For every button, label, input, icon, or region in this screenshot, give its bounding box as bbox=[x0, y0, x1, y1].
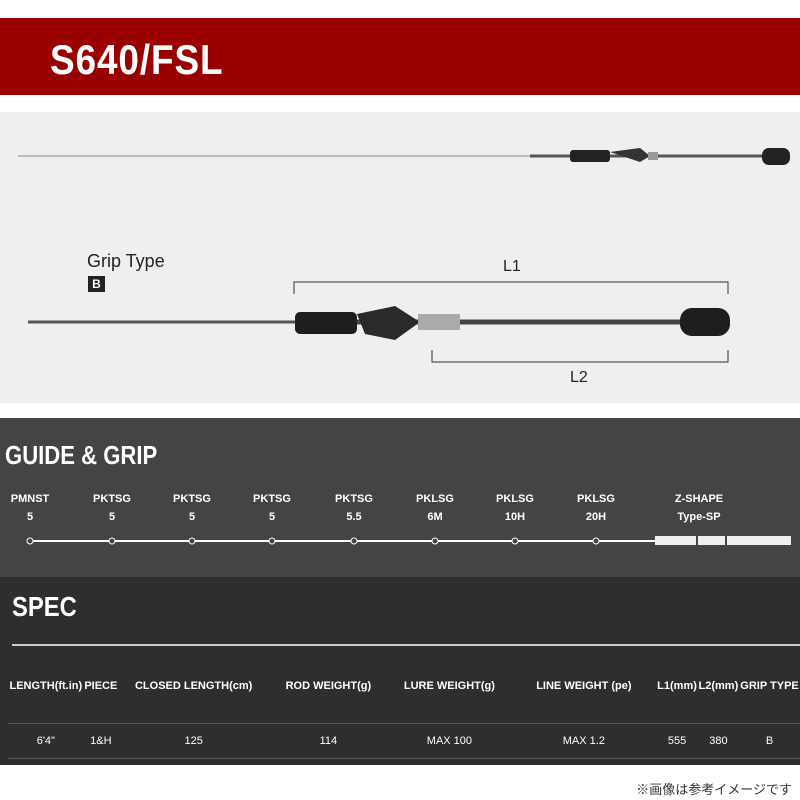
guide-name: PMNST bbox=[10, 493, 50, 505]
column-header: L2(mm) bbox=[697, 650, 740, 724]
guide-item: PKTSG 5 bbox=[232, 490, 312, 526]
guide-size: 6M bbox=[427, 511, 443, 523]
guide-item: PKLSG 10H bbox=[475, 490, 555, 526]
header-row: LENGTH(ft.in) PIECE CLOSED LENGTH(cm) ROD W… bbox=[8, 650, 800, 724]
guide-size: 20H bbox=[585, 511, 607, 523]
guide-diagram bbox=[26, 536, 791, 545]
column-header: PIECE bbox=[83, 650, 119, 724]
grip-segment bbox=[655, 536, 696, 545]
l2-label: L2 bbox=[570, 369, 588, 386]
guide-size: 5.5 bbox=[346, 511, 362, 523]
table-cell: MAX 1.2 bbox=[511, 723, 657, 759]
guide-size: 5 bbox=[188, 511, 196, 523]
guide-heading: GUIDE & GRIP bbox=[5, 440, 158, 470]
table-cell: 6'4" bbox=[8, 723, 84, 759]
spec-table: LENGTH(ft.in) PIECE CLOSED LENGTH(cm) ROD W… bbox=[8, 650, 800, 759]
column-header: L1(mm) bbox=[656, 650, 698, 724]
column-header: GRIP TYPE bbox=[739, 650, 800, 724]
grip-type: Type-SP bbox=[677, 511, 721, 523]
table-row: 6'4" 1&H 125 114 MAX 100 MAX 1.2 555 380 B bbox=[8, 723, 800, 759]
full-rod bbox=[18, 148, 790, 165]
spec-heading: SPEC bbox=[12, 591, 77, 622]
guide-item: PKTSG 5 bbox=[72, 490, 152, 526]
table-cell: 125 bbox=[118, 723, 270, 759]
guide-ring bbox=[188, 537, 196, 545]
column-header: CLOSED LENGTH(cm) bbox=[118, 650, 270, 724]
guide-size: 5 bbox=[26, 511, 34, 523]
spec-section: SPEC LENGTH(ft.in) PIECE CLOSED LENGTH(cm)… bbox=[0, 577, 800, 765]
grip-name: Z-SHAPE bbox=[674, 493, 724, 505]
guide-item: PKTSG 5 bbox=[152, 490, 232, 526]
column-header: LENGTH(ft.in) bbox=[8, 650, 84, 724]
guide-name: PKTSG bbox=[253, 493, 291, 505]
grip-type-label: Grip Type bbox=[87, 251, 165, 271]
table-cell: 114 bbox=[269, 723, 388, 759]
column-header: LINE WEIGHT (pe) bbox=[511, 650, 657, 724]
guide-ring bbox=[350, 537, 358, 545]
table-cell: 1&H bbox=[83, 723, 119, 759]
table-cell: 380 bbox=[697, 723, 740, 759]
guide-ring bbox=[431, 537, 439, 545]
guide-item: PMNST 5 bbox=[0, 490, 70, 526]
guide-name: PKTSG bbox=[173, 493, 211, 505]
l1-label: L1 bbox=[503, 258, 521, 275]
guide-ring bbox=[511, 537, 519, 545]
guide-ring bbox=[592, 537, 600, 545]
guide-size: 5 bbox=[108, 511, 116, 523]
guide-name: PKTSG bbox=[335, 493, 373, 505]
guide-size: 10H bbox=[504, 511, 526, 523]
guide-ring bbox=[108, 537, 116, 545]
grip-item: Z-SHAPE Type-SP bbox=[659, 490, 739, 526]
grip-segment bbox=[727, 536, 791, 545]
rod-image bbox=[18, 148, 790, 363]
column-header: ROD WEIGHT(g) bbox=[269, 650, 388, 724]
column-header: LURE WEIGHT(g) bbox=[387, 650, 512, 724]
title-banner: S640/FSL bbox=[0, 18, 800, 95]
guide-name: PKTSG bbox=[93, 493, 131, 505]
guide-name: PKLSG bbox=[577, 493, 615, 505]
divider bbox=[12, 644, 800, 646]
table-cell: 555 bbox=[656, 723, 698, 759]
guide-item: PKLSG 6M bbox=[395, 490, 475, 526]
guide-item: PKTSG 5.5 bbox=[314, 490, 394, 526]
grip-segment bbox=[698, 536, 725, 545]
guide-name: PKLSG bbox=[416, 493, 454, 505]
guide-ring bbox=[268, 537, 276, 545]
grip-type-badge: B bbox=[88, 276, 105, 292]
product-title: S640/FSL bbox=[50, 36, 224, 83]
rod-photo: Grip Type B L1 L2 bbox=[0, 112, 800, 403]
butt-section bbox=[28, 281, 730, 363]
table-cell: MAX 100 bbox=[387, 723, 512, 759]
table-cell: B bbox=[739, 723, 800, 759]
guide-name: PKLSG bbox=[496, 493, 534, 505]
image-note: ※画像は参考イメージです bbox=[636, 782, 792, 797]
guide-grip-section: GUIDE & GRIP PMNST 5 PKTSG 5 PKTSG 5 PKTSG 5 PKT… bbox=[0, 418, 800, 577]
guide-item: PKLSG 20H bbox=[556, 490, 636, 526]
guide-ring bbox=[26, 537, 34, 545]
guide-size: 5 bbox=[268, 511, 276, 523]
